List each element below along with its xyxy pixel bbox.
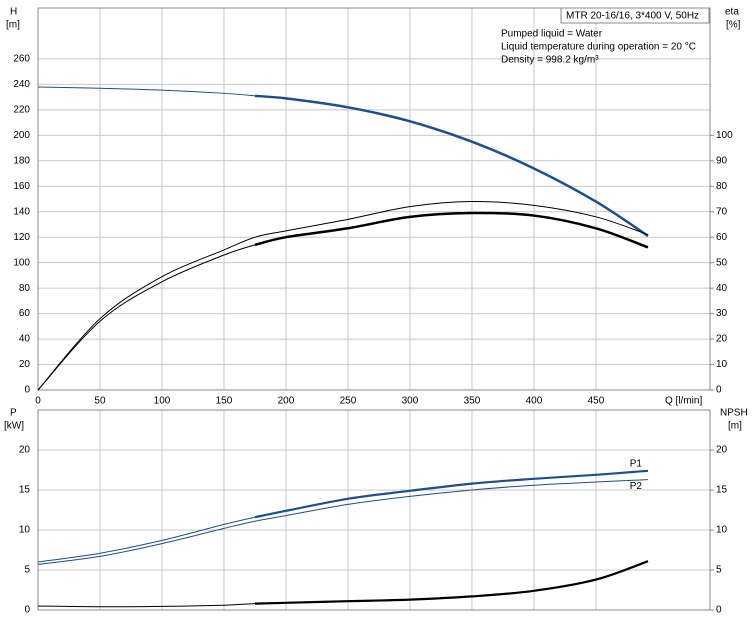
y2-tick-label: 20 [716,445,728,456]
info-line: Liquid temperature during operation = 20… [501,42,696,53]
y2-tick-label: 10 [716,525,728,536]
info-line: Pumped liquid = Water [501,29,603,40]
y2-tick-label: 10 [716,359,728,370]
npsh-axis-unit: [m] [728,421,742,432]
y2-tick-label: 50 [716,257,728,268]
y2-tick-label: 15 [716,485,728,496]
curve [37,86,256,97]
y2-tick-label: 90 [716,155,728,166]
y-tick-label: 140 [13,206,30,217]
y-tick-label: 80 [19,283,31,294]
curve [37,244,256,391]
p-axis-label: P [10,408,17,419]
x-tick-label: 300 [402,396,419,407]
x-tick-label: 250 [340,396,357,407]
curve [37,516,256,563]
h-axis-unit: [m] [6,20,20,31]
curve [254,469,649,519]
curve [37,201,649,391]
curve-label: P1 [630,458,643,469]
x-tick-label: 0 [35,396,41,407]
y-tick-label: 160 [13,181,30,192]
y2-tick-label: 20 [716,334,728,345]
y-tick-label: 20 [19,445,31,456]
eta-axis-unit: [%] [726,20,741,31]
curve [37,603,255,608]
info-line: Density = 998.2 kg/m³ [501,55,599,66]
y2-tick-label: 100 [716,130,733,141]
x-tick-label: 50 [94,396,106,407]
y2-tick-label: 40 [716,283,728,294]
p-axis-unit: [kW] [4,421,24,432]
curve [254,94,649,237]
y-tick-label: 200 [13,130,30,141]
y-tick-label: 5 [24,565,30,576]
curve-label: P2 [630,481,643,492]
y-tick-label: 60 [19,308,31,319]
y2-tick-label: 30 [716,308,728,319]
info-title-box [560,7,710,24]
info-title: MTR 20-16/16, 3*400 V, 50Hz [566,11,699,22]
curve [254,211,649,249]
y-tick-label: 220 [13,105,30,116]
x-tick-label: 100 [154,396,171,407]
x-tick-label: 400 [526,396,543,407]
y-tick-label: 240 [13,79,30,90]
q-axis-label: Q [l/min] [665,396,702,407]
y2-tick-label: 70 [716,206,728,217]
x-tick-label: 150 [216,396,233,407]
y-tick-label: 10 [19,525,31,536]
y2-tick-label: 60 [716,232,728,243]
npsh-axis-label: NPSH [720,408,748,419]
y-tick-label: 40 [19,334,31,345]
y-tick-label: 0 [24,605,30,616]
y-tick-label: 260 [13,54,30,65]
h-axis-label: H [10,7,17,18]
y-tick-label: 0 [24,385,30,396]
x-tick-label: 200 [278,396,295,407]
curve [254,560,649,605]
plot-frame [37,409,711,611]
y-tick-label: 15 [19,485,31,496]
y-tick-label: 100 [13,257,30,268]
x-tick-label: 350 [464,396,481,407]
y2-tick-label: 0 [716,385,722,396]
y2-tick-label: 5 [716,565,722,576]
y-tick-label: 120 [13,232,30,243]
y-tick-label: 20 [19,359,31,370]
curve [37,479,649,565]
plot-frame [37,7,711,391]
x-tick-label: 450 [588,396,605,407]
y2-tick-label: 80 [716,181,728,192]
y2-tick-label: 0 [716,605,722,616]
eta-axis-label: eta [725,7,739,18]
y-tick-label: 180 [13,155,30,166]
